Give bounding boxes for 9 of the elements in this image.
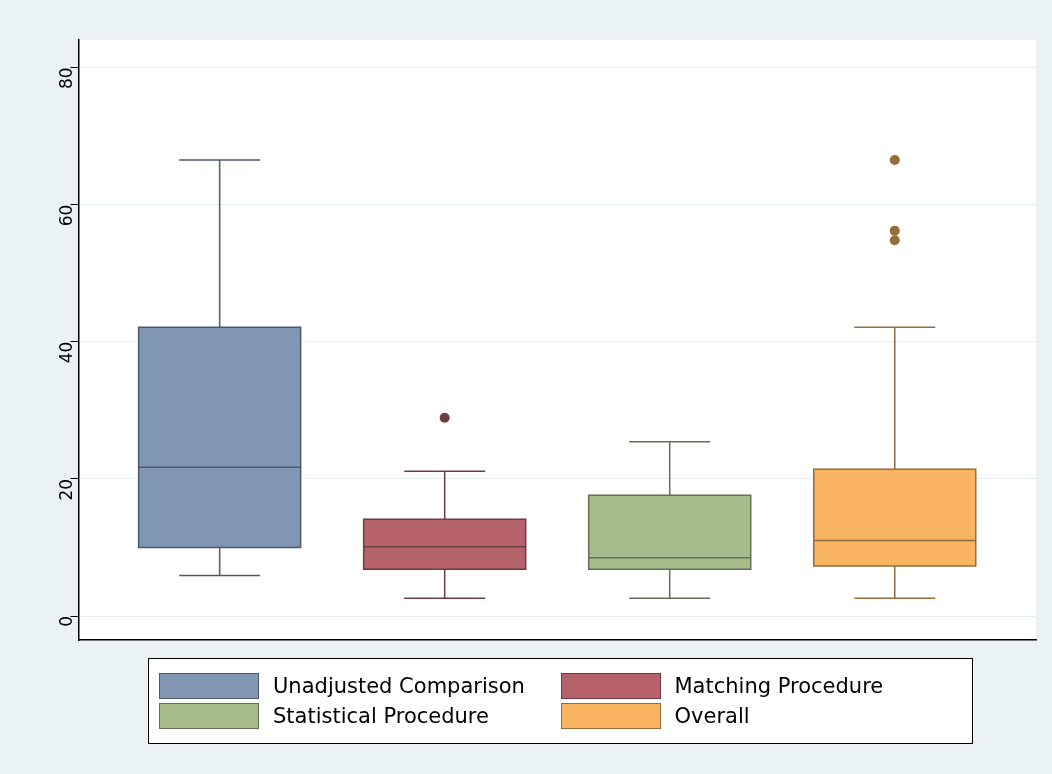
legend-label: Matching Procedure xyxy=(674,674,884,698)
legend-label: Overall xyxy=(674,704,750,728)
y-tick-label: 0 xyxy=(55,616,76,627)
legend-label: Unadjusted Comparison xyxy=(273,674,525,698)
y-tick-label: 80 xyxy=(55,67,76,90)
legend-label: Statistical Procedure xyxy=(273,704,489,728)
y-tick-label: 20 xyxy=(55,478,76,501)
y-tick-label: 40 xyxy=(55,341,76,364)
y-tick-label: 60 xyxy=(55,204,76,227)
